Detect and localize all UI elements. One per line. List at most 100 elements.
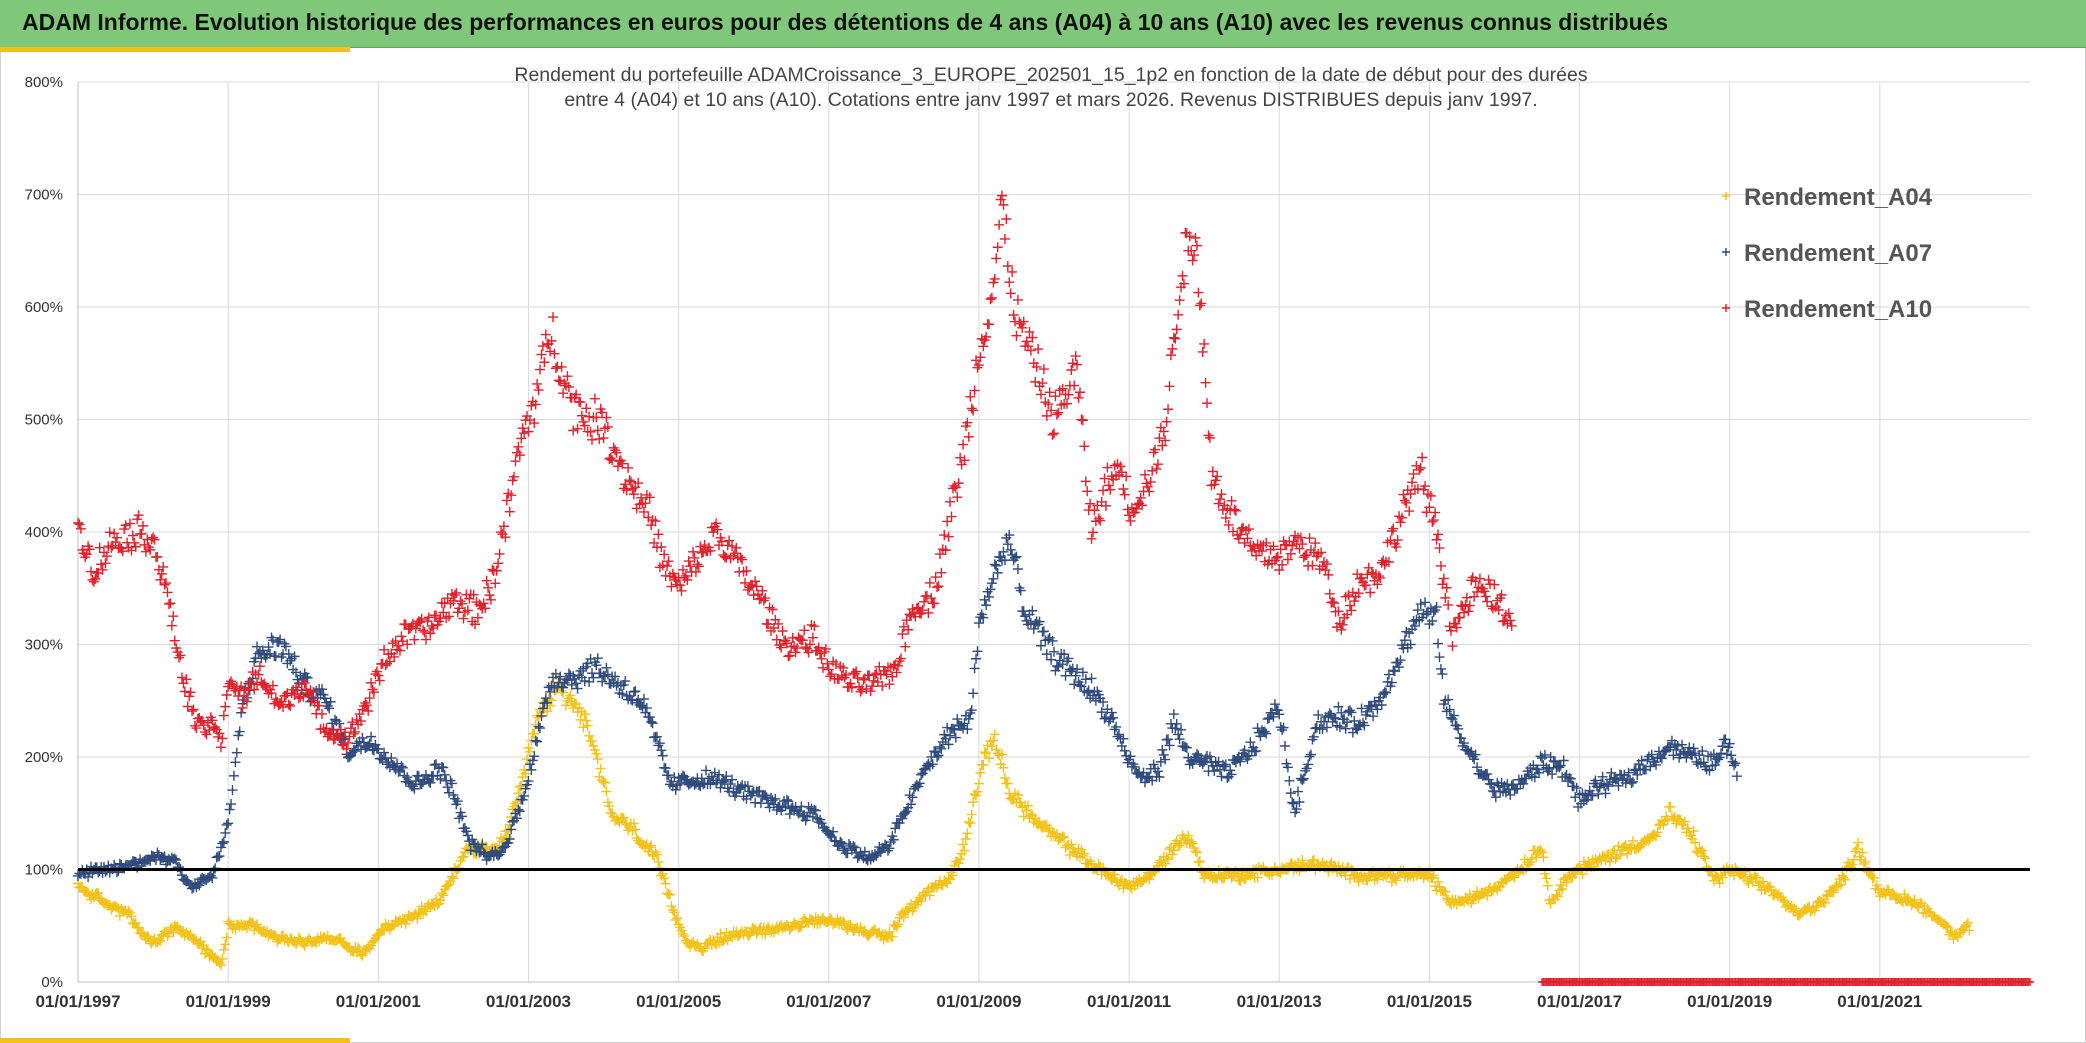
data-point bbox=[1038, 364, 1049, 375]
data-point bbox=[735, 782, 746, 793]
data-point bbox=[1350, 869, 1361, 880]
data-point bbox=[767, 604, 778, 615]
data-point bbox=[94, 542, 105, 553]
data-point bbox=[591, 412, 602, 423]
data-point bbox=[357, 732, 368, 743]
data-point bbox=[891, 667, 902, 678]
data-point bbox=[1049, 428, 1059, 439]
data-point bbox=[816, 653, 827, 664]
data-point bbox=[1353, 588, 1364, 599]
data-point bbox=[747, 788, 758, 799]
data-point bbox=[965, 391, 976, 402]
data-point bbox=[1665, 801, 1676, 812]
data-point bbox=[1053, 407, 1064, 418]
data-point bbox=[152, 847, 163, 858]
data-point bbox=[420, 906, 431, 917]
data-point bbox=[794, 922, 805, 933]
data-point bbox=[1193, 857, 1204, 868]
data-point bbox=[1057, 383, 1068, 394]
data-point bbox=[959, 455, 970, 466]
data-point bbox=[263, 642, 274, 653]
data-point bbox=[1424, 502, 1435, 513]
data-point bbox=[278, 702, 289, 713]
data-point bbox=[628, 818, 639, 829]
data-point bbox=[659, 873, 670, 884]
data-point bbox=[1160, 754, 1171, 765]
data-point bbox=[197, 715, 208, 726]
data-point bbox=[513, 804, 524, 815]
data-point bbox=[1459, 738, 1470, 749]
data-point bbox=[653, 529, 664, 540]
data-point bbox=[1187, 838, 1198, 849]
data-point bbox=[1027, 332, 1038, 343]
data-point bbox=[595, 763, 606, 774]
data-point bbox=[810, 805, 821, 816]
data-point bbox=[565, 690, 576, 701]
data-point bbox=[588, 672, 599, 683]
data-point bbox=[1293, 786, 1303, 797]
data-point bbox=[198, 720, 209, 731]
data-point bbox=[679, 930, 690, 941]
data-point bbox=[1194, 856, 1205, 867]
data-point bbox=[200, 727, 211, 738]
data-point bbox=[858, 674, 869, 685]
data-point bbox=[1308, 731, 1319, 742]
data-point bbox=[481, 575, 492, 586]
data-point bbox=[966, 809, 977, 820]
data-point bbox=[1115, 876, 1126, 887]
data-point bbox=[1108, 712, 1119, 723]
data-point bbox=[1415, 462, 1426, 473]
data-point bbox=[1077, 415, 1088, 426]
data-point bbox=[927, 759, 938, 770]
data-point bbox=[1241, 873, 1252, 884]
data-point bbox=[526, 400, 537, 411]
data-point bbox=[163, 928, 174, 939]
data-point bbox=[969, 663, 980, 674]
data-point bbox=[999, 233, 1010, 244]
data-point bbox=[169, 635, 180, 646]
data-point bbox=[361, 700, 372, 711]
data-point bbox=[1606, 767, 1617, 778]
data-point bbox=[1252, 723, 1263, 734]
data-point bbox=[1212, 471, 1223, 482]
data-point bbox=[169, 853, 180, 864]
data-point bbox=[657, 560, 668, 571]
data-point bbox=[1033, 344, 1044, 355]
x-tick-label: 01/01/2001 bbox=[336, 992, 421, 1011]
data-point bbox=[1964, 925, 1975, 936]
data-point bbox=[1261, 537, 1272, 548]
data-point bbox=[760, 929, 771, 940]
data-point bbox=[930, 572, 941, 583]
data-point bbox=[638, 693, 649, 704]
data-point bbox=[413, 771, 424, 782]
data-point bbox=[1158, 426, 1169, 437]
data-point bbox=[754, 785, 765, 796]
data-point bbox=[1656, 753, 1667, 764]
data-point bbox=[168, 611, 179, 622]
data-point bbox=[1456, 600, 1467, 611]
data-point bbox=[226, 799, 237, 810]
data-point bbox=[715, 928, 726, 939]
data-point bbox=[903, 624, 914, 635]
data-point bbox=[1690, 748, 1701, 759]
data-point bbox=[334, 718, 345, 729]
data-point bbox=[848, 841, 859, 852]
data-point bbox=[1433, 529, 1444, 540]
data-point bbox=[1119, 489, 1130, 500]
data-point bbox=[1600, 788, 1611, 799]
data-point bbox=[1613, 780, 1624, 791]
data-point bbox=[1173, 309, 1184, 320]
data-point bbox=[132, 862, 143, 873]
data-point bbox=[496, 527, 507, 538]
data-point bbox=[628, 489, 639, 500]
data-point bbox=[1007, 266, 1018, 277]
data-point bbox=[221, 932, 232, 943]
data-point bbox=[572, 683, 583, 694]
data-point bbox=[1073, 392, 1084, 403]
data-point bbox=[955, 452, 966, 463]
data-point bbox=[116, 543, 127, 554]
data-point bbox=[532, 736, 543, 747]
data-point bbox=[969, 385, 980, 396]
data-point bbox=[1049, 646, 1059, 657]
data-point bbox=[1409, 621, 1420, 632]
